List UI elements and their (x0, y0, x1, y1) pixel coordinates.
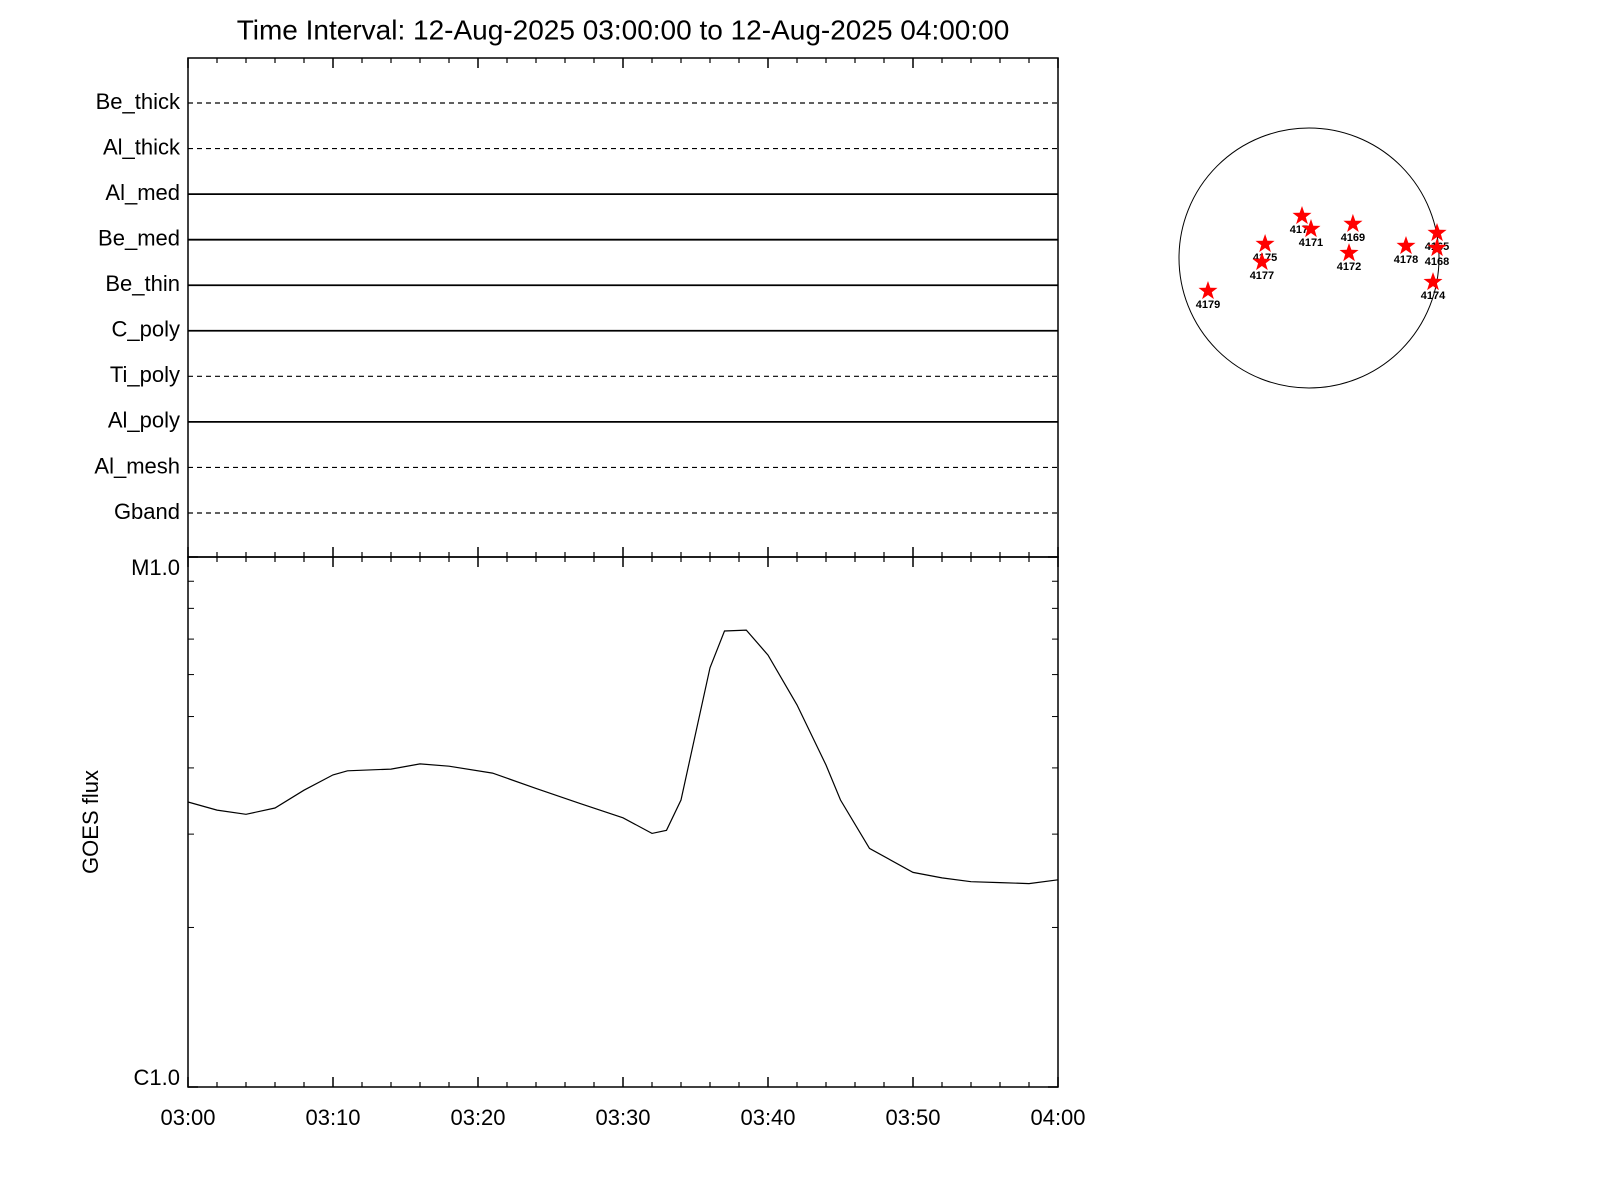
active-region-star (1255, 234, 1275, 253)
x-tick-label: 03:30 (595, 1105, 650, 1130)
x-tick-label: 04:00 (1030, 1105, 1085, 1130)
active-region-star (1252, 252, 1272, 271)
active-region-label: 4169 (1341, 232, 1365, 244)
filter-label: Be_thick (96, 89, 181, 114)
active-region-label: 4179 (1196, 299, 1220, 311)
goes-curve (187, 629, 1059, 885)
x-tick-label: 03:40 (740, 1105, 795, 1130)
active-region-star (1339, 243, 1359, 262)
x-tick-label: 03:20 (450, 1105, 505, 1130)
chart-title: Time Interval: 12-Aug-2025 03:00:00 to 1… (237, 14, 1010, 45)
filter-label: Al_poly (108, 408, 180, 433)
panel-frame (187, 57, 1059, 558)
active-region-star (1343, 213, 1363, 232)
active-region-star (1292, 206, 1312, 225)
filter-label: Gband (114, 499, 180, 524)
filter-label: Al_thick (103, 134, 181, 159)
active-region-label: 4168 (1425, 256, 1449, 268)
active-region-star (1427, 238, 1447, 257)
active-region-label: 4177 (1250, 270, 1274, 282)
filter-label: Ti_poly (110, 362, 180, 387)
y-axis-label: GOES flux (78, 770, 103, 874)
solar-disk (1178, 127, 1440, 389)
active-region-label: 4171 (1299, 237, 1323, 249)
filter-label: C_poly (112, 317, 180, 342)
active-region-star (1396, 236, 1416, 255)
active-region-star (1427, 223, 1447, 242)
filter-label: Be_med (98, 225, 180, 250)
x-tick-label: 03:10 (305, 1105, 360, 1130)
active-region-label: 4178 (1394, 254, 1418, 266)
active-region-star (1198, 281, 1218, 300)
active-region-label: 4172 (1337, 261, 1361, 273)
y-tick-label: C1.0 (134, 1065, 180, 1090)
x-tick-label: 03:50 (885, 1105, 940, 1130)
y-tick-label: M1.0 (131, 555, 180, 580)
filter-label: Al_med (105, 180, 180, 205)
active-region-star (1423, 272, 1443, 291)
filter-label: Be_thin (105, 271, 180, 296)
x-tick-label: 03:00 (160, 1105, 215, 1130)
filter-label: Al_mesh (94, 453, 180, 478)
active-region-label: 4174 (1421, 290, 1446, 302)
active-region-star (1301, 219, 1321, 238)
panel-frame (187, 556, 1059, 1088)
